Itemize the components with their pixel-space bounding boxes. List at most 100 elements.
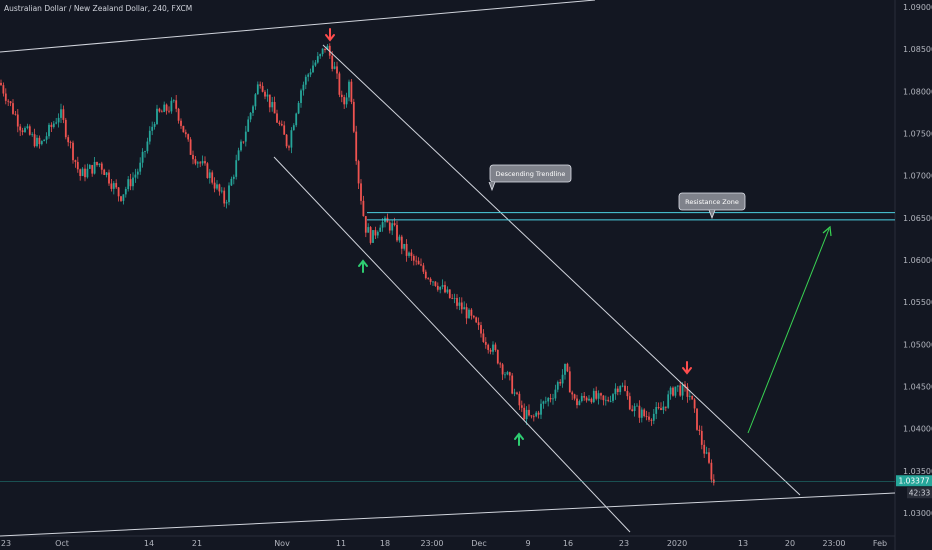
candle-body (537, 412, 540, 415)
candle-body (684, 384, 686, 387)
x-tick-label: 18 (380, 539, 390, 548)
descending-channel-support[interactable] (273, 156, 631, 533)
candle-body (540, 403, 542, 415)
x-tick-label: 23 (619, 539, 629, 548)
candle-body (580, 395, 583, 402)
candle-body (578, 401, 581, 406)
candle-body (273, 102, 276, 114)
candle-body (348, 81, 350, 98)
descending-trendline-callout-box (489, 164, 572, 183)
candle-body (710, 462, 713, 480)
candle-body (192, 154, 194, 160)
descending-trendline-callout-label: Descending Trendline (496, 170, 566, 178)
candle-body (307, 74, 310, 77)
candle-body (84, 168, 86, 178)
candle-body (98, 163, 101, 166)
candle-body (504, 374, 506, 376)
candle-body (489, 349, 492, 352)
candle-body (705, 452, 708, 454)
candle-body (640, 409, 643, 418)
candle-body (288, 146, 290, 148)
candle-body (372, 230, 374, 243)
candle-body (208, 172, 211, 178)
candle-body (352, 101, 355, 132)
candle-body (333, 66, 336, 69)
descending-trendline-callout-tail (488, 181, 496, 192)
x-tick-label: 14 (144, 539, 154, 548)
lower-channel-trendline[interactable] (0, 492, 896, 537)
candle-body (559, 382, 562, 384)
candle-body (573, 394, 576, 399)
candle-body (508, 372, 511, 376)
x-tick-label: 23 (1, 539, 11, 548)
candle-body (448, 289, 451, 298)
candle-body (664, 406, 667, 408)
candle-body (264, 91, 266, 97)
candle-body (463, 307, 466, 310)
candle-body (657, 407, 660, 409)
y-tick-label: 1.03000 (903, 509, 932, 518)
candle-body (31, 134, 34, 136)
candle-body (316, 56, 319, 63)
candle-body (297, 102, 300, 114)
candle-body (590, 398, 593, 403)
candle-body (576, 398, 578, 406)
candle-body (357, 161, 360, 184)
candle-body (206, 163, 209, 178)
y-tick-label: 1.06500 (903, 214, 932, 223)
candle-body (669, 387, 672, 395)
candle-body (343, 97, 346, 105)
candle-body (314, 62, 317, 66)
candle-body (588, 398, 590, 401)
candle-body (127, 179, 130, 190)
candle-body (33, 134, 36, 147)
candle-body (136, 171, 139, 175)
candle-body (520, 405, 523, 408)
countdown-label: 42:33 (909, 489, 931, 498)
buy-arrow-icon (358, 259, 368, 273)
y-tick-label: 1.09000 (903, 3, 932, 12)
candle-body (220, 190, 223, 192)
y-tick-label: 1.06000 (903, 256, 932, 265)
candle-body (230, 178, 233, 186)
candle-body (439, 286, 442, 290)
candle-body (213, 182, 216, 189)
candle-body (40, 141, 43, 145)
x-tick-label: Nov (274, 539, 290, 548)
candle-body (86, 168, 89, 178)
resistance-zone-callout-label: Resistance Zone (685, 198, 739, 206)
candle-body (148, 130, 151, 142)
candle-body (660, 408, 662, 411)
projection-arrow-line[interactable] (747, 228, 830, 434)
candle-body (7, 100, 10, 102)
candle-body (189, 139, 192, 155)
descending-trendline[interactable] (322, 44, 801, 496)
candle-body (345, 97, 348, 105)
candle-body (304, 76, 307, 85)
candle-body (688, 395, 691, 397)
candle-body (276, 113, 278, 123)
candle-body (309, 72, 312, 75)
candle-body (55, 122, 58, 124)
candle-body (254, 94, 257, 107)
y-tick-label: 1.08500 (903, 45, 932, 54)
candle-body (482, 333, 485, 342)
upper-channel-trendline[interactable] (0, 0, 596, 53)
candle-body (458, 302, 461, 306)
candle-body (561, 374, 564, 384)
candle-body (513, 392, 516, 394)
candle-body (676, 385, 679, 387)
candle-body (600, 393, 602, 396)
candle-body (151, 126, 154, 131)
x-tick-label: 23:00 (420, 539, 443, 548)
candle-body (472, 315, 475, 318)
candle-body (292, 125, 295, 131)
candle-body (50, 124, 53, 127)
candle-body (484, 341, 487, 345)
candle-body (583, 395, 586, 398)
candle-body (21, 130, 24, 133)
candle-body (547, 398, 550, 402)
candle-body (511, 375, 514, 394)
